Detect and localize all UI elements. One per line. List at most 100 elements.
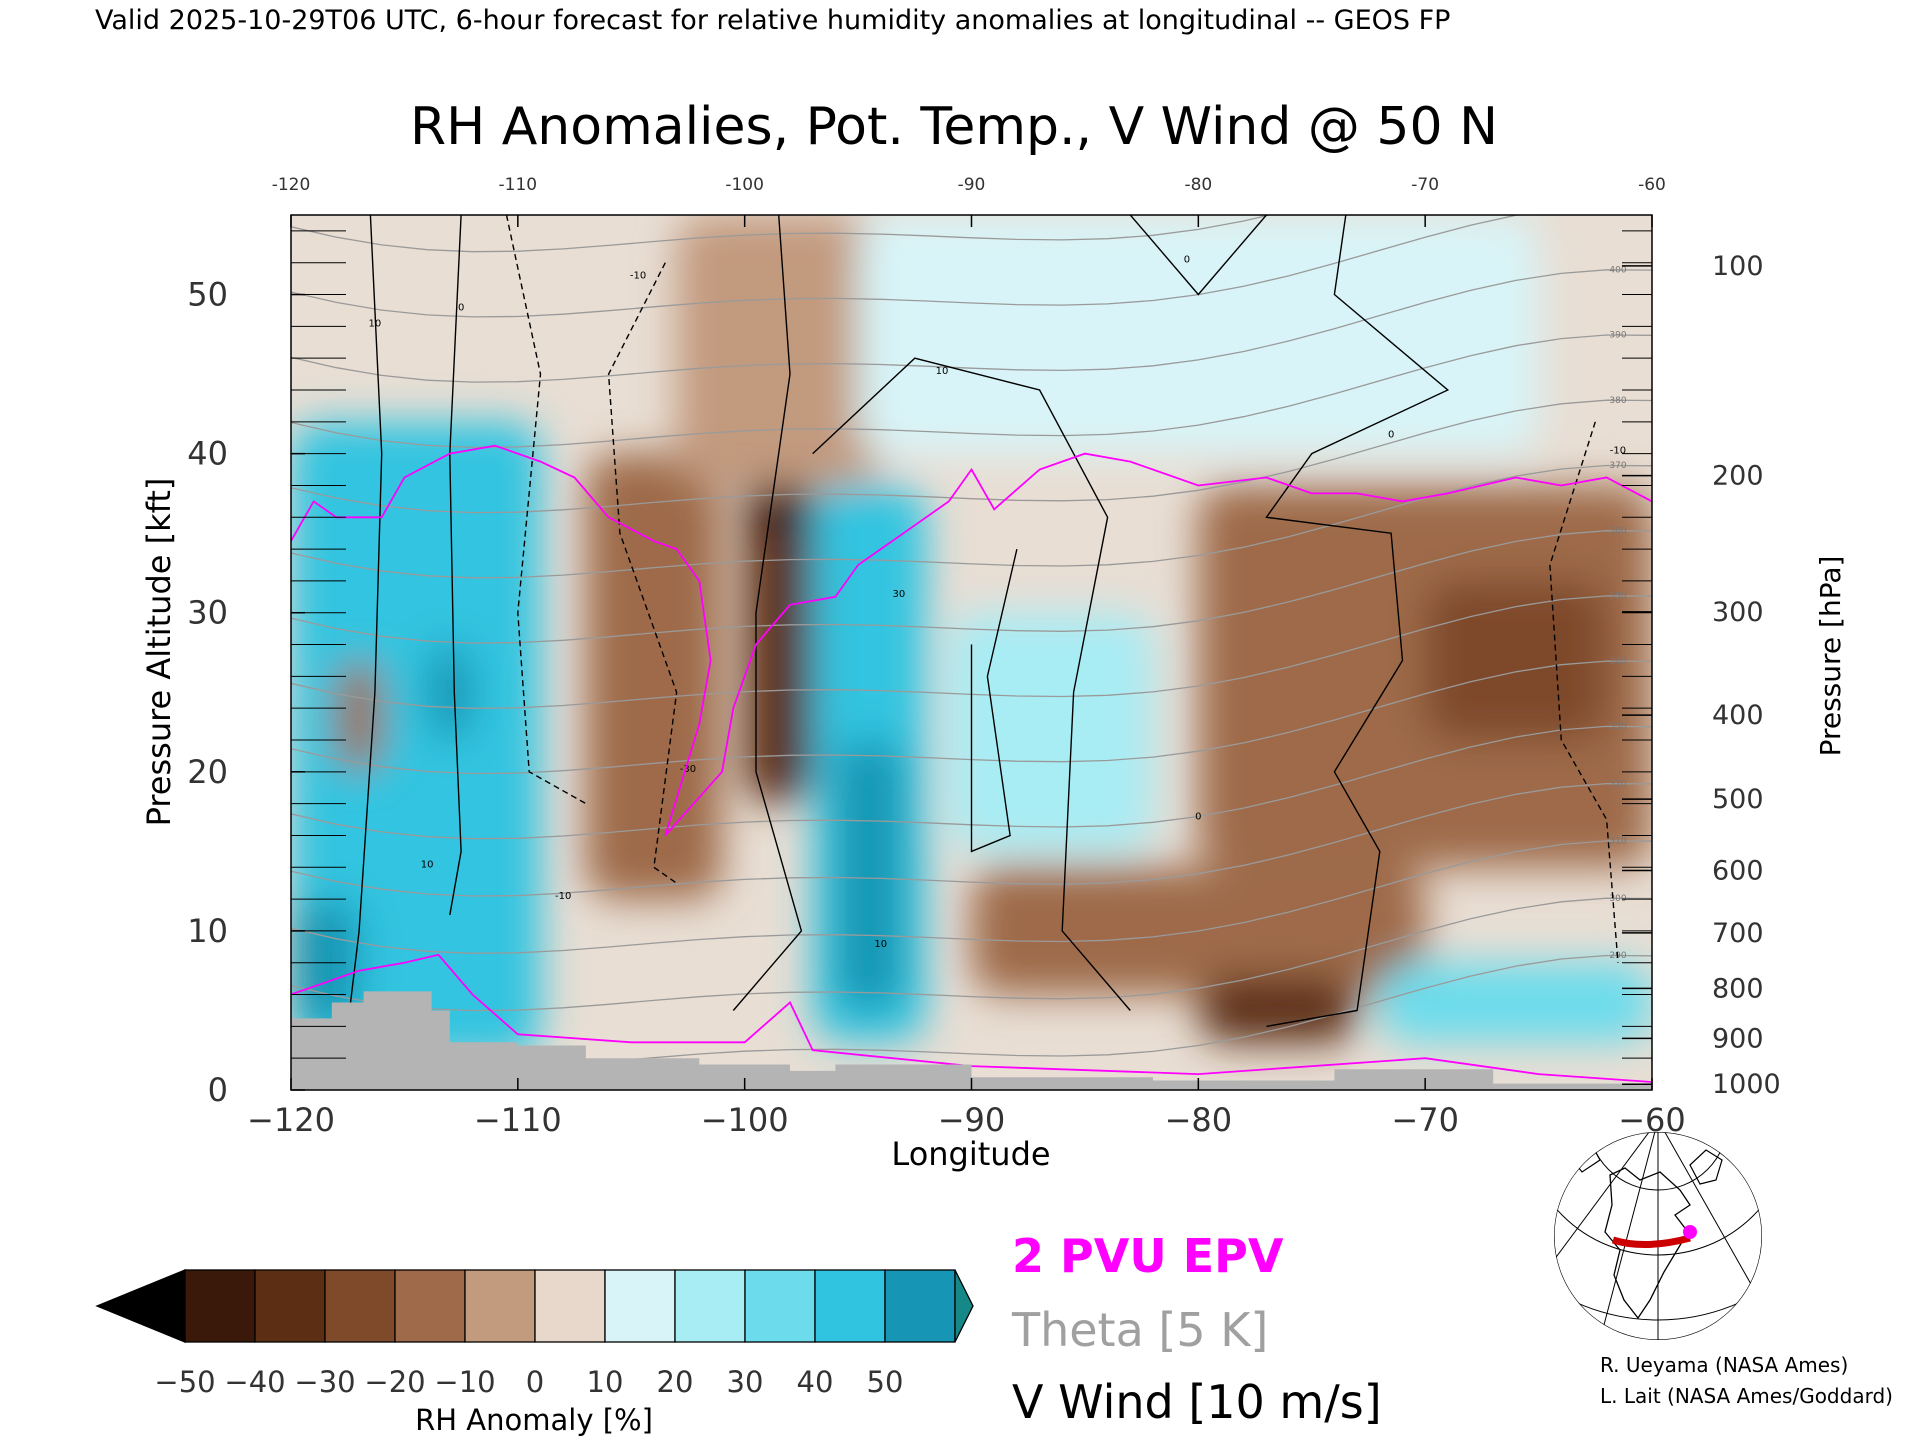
colorbar-tick-label: 40	[797, 1365, 834, 1399]
x-axis-label: Longitude	[891, 1135, 1050, 1173]
v-wind-contour-label: 0	[1388, 430, 1394, 441]
theta-contour	[291, 215, 1273, 253]
plot-frame	[290, 214, 1653, 1091]
v-wind-contour-label: 0	[1184, 255, 1190, 266]
v-wind-contours: 10 0 -10 -30 30 10 0 0 -10 10 10 0 -10	[347, 215, 1626, 1028]
theta-contour	[291, 530, 1652, 644]
rh-region	[1425, 580, 1607, 740]
y-axis-right: 100 200 300 400 500 600 700 800 900 1000	[1712, 251, 1781, 1100]
theta-contour	[291, 269, 1652, 383]
legend-v-wind: V Wind [10 m/s]	[1012, 1375, 1382, 1429]
pressure-tick-label: 500	[1712, 784, 1764, 815]
colorbar-swatch	[464, 1269, 536, 1343]
colorbar-tick-label: −10	[434, 1365, 495, 1399]
rh-region	[291, 421, 541, 1059]
v-wind-contour	[812, 357, 1131, 1011]
theta-contour-label: 390	[1609, 331, 1626, 341]
pressure-tick-label: 700	[1712, 918, 1764, 949]
v-wind-contour-label: -30	[680, 764, 696, 775]
y-axis-left: 0 10 20 30 40 50	[187, 276, 228, 1109]
theta-contours: 2903003103203303403503603703803904004104…	[291, 135, 1652, 1069]
colorbar-swatch	[534, 1269, 606, 1343]
theta-contour-label: 320	[1609, 779, 1626, 789]
colorbar-swatch	[604, 1269, 676, 1343]
colorbar-swatch	[254, 1269, 326, 1343]
y-tick-label: 20	[187, 753, 228, 791]
colorbar-tick-label: 30	[727, 1365, 764, 1399]
inset-map-graticule	[1554, 1132, 1762, 1340]
chart-title: RH Anomalies, Pot. Temp., V Wind @ 50 N	[410, 97, 1498, 157]
v-wind-contour	[347, 215, 383, 1027]
y-tick-label: 30	[187, 594, 228, 632]
v-wind-contour-label: 10	[936, 366, 949, 377]
axis-ticks	[290, 215, 1653, 1091]
rh-region	[1379, 962, 1652, 1043]
v-wind-contour	[970, 548, 1018, 853]
credit-ueyama: R. Ueyama (NASA Ames)	[1600, 1353, 1848, 1377]
colorbar-label: RH Anomaly [%]	[415, 1403, 653, 1437]
x-tick-label: −70	[1391, 1101, 1459, 1139]
x-tick-label-top: -60	[1638, 175, 1666, 195]
colorbar-tick-label: 10	[587, 1365, 624, 1399]
terrain-shape	[291, 991, 1652, 1090]
pressure-tick-label: 300	[1712, 597, 1764, 628]
rh-region	[835, 740, 904, 1011]
theta-contour-label: 420	[1609, 135, 1626, 145]
v-wind-contour-label: 0	[458, 302, 464, 313]
x-tick-label-top: -110	[499, 175, 538, 195]
inset-map-marker	[1683, 1225, 1697, 1239]
colorbar-tick-label: 20	[657, 1365, 694, 1399]
terrain-mask	[291, 991, 1652, 1090]
colorbar-swatch	[884, 1269, 956, 1343]
colorbar-over-triangle	[954, 1269, 974, 1343]
rh-region	[336, 660, 382, 772]
theta-contour-label: 340	[1609, 657, 1626, 667]
v-wind-contour	[732, 215, 803, 1011]
x-tick-label-top: -70	[1411, 175, 1439, 195]
rh-region	[676, 215, 881, 486]
y-axis-label-right: Pressure [hPa]	[1814, 556, 1847, 757]
x-tick-label: −110	[474, 1101, 562, 1139]
colorbar-swatch	[814, 1269, 886, 1343]
v-wind-contour	[607, 262, 678, 884]
v-wind-contour-label: 0	[1195, 812, 1201, 823]
y-tick-label: 10	[187, 912, 228, 950]
x-tick-label-top: -100	[725, 175, 764, 195]
theta-contour	[291, 840, 1652, 954]
theta-contour	[291, 897, 1652, 1012]
pressure-tick-label: 900	[1712, 1023, 1764, 1054]
x-axis-top: -120 -110 -100 -90 -80 -70 -60	[272, 175, 1666, 195]
colorbar-tick-label: −50	[154, 1365, 215, 1399]
inset-map-section-line	[1611, 1234, 1691, 1249]
inset-locator-map	[1554, 1132, 1762, 1340]
colorbar-swatch	[744, 1269, 816, 1343]
v-wind-contour-label: -10	[1610, 446, 1626, 457]
theta-contour-label: 310	[1609, 837, 1626, 847]
epv-contour	[291, 444, 1652, 837]
theta-contour	[291, 399, 1652, 514]
y-tick-label: 0	[208, 1071, 228, 1109]
x-tick-label-top: -90	[958, 175, 986, 195]
v-wind-contour-label: -10	[630, 271, 646, 282]
theta-contour-label: 360	[1609, 526, 1626, 536]
pressure-tick-label: 100	[1712, 251, 1764, 282]
pressure-tick-label: 800	[1712, 973, 1764, 1004]
credit-lait: L. Lait (NASA Ames/Goddard)	[1600, 1384, 1893, 1408]
x-tick-label: −80	[1165, 1101, 1233, 1139]
v-wind-contour	[505, 215, 587, 805]
theta-contour	[291, 334, 1652, 449]
y-axis-label-left: Pressure Altitude [kft]	[140, 478, 178, 827]
theta-contour	[291, 782, 1652, 897]
theta-contour-label: 350	[1609, 592, 1626, 602]
colorbar-swatch	[394, 1269, 466, 1343]
x-tick-label-top: -80	[1184, 175, 1212, 195]
theta-contour-label: 410	[1609, 200, 1626, 210]
v-wind-contour	[1129, 215, 1267, 296]
x-tick-label-top: -120	[272, 175, 311, 195]
theta-contour-label: 400	[1609, 265, 1626, 275]
rh-region	[858, 215, 1539, 454]
epv-contour	[291, 953, 1652, 1083]
colorbar-tick-label: −20	[364, 1365, 425, 1399]
v-wind-contour-label: 10	[369, 318, 382, 329]
